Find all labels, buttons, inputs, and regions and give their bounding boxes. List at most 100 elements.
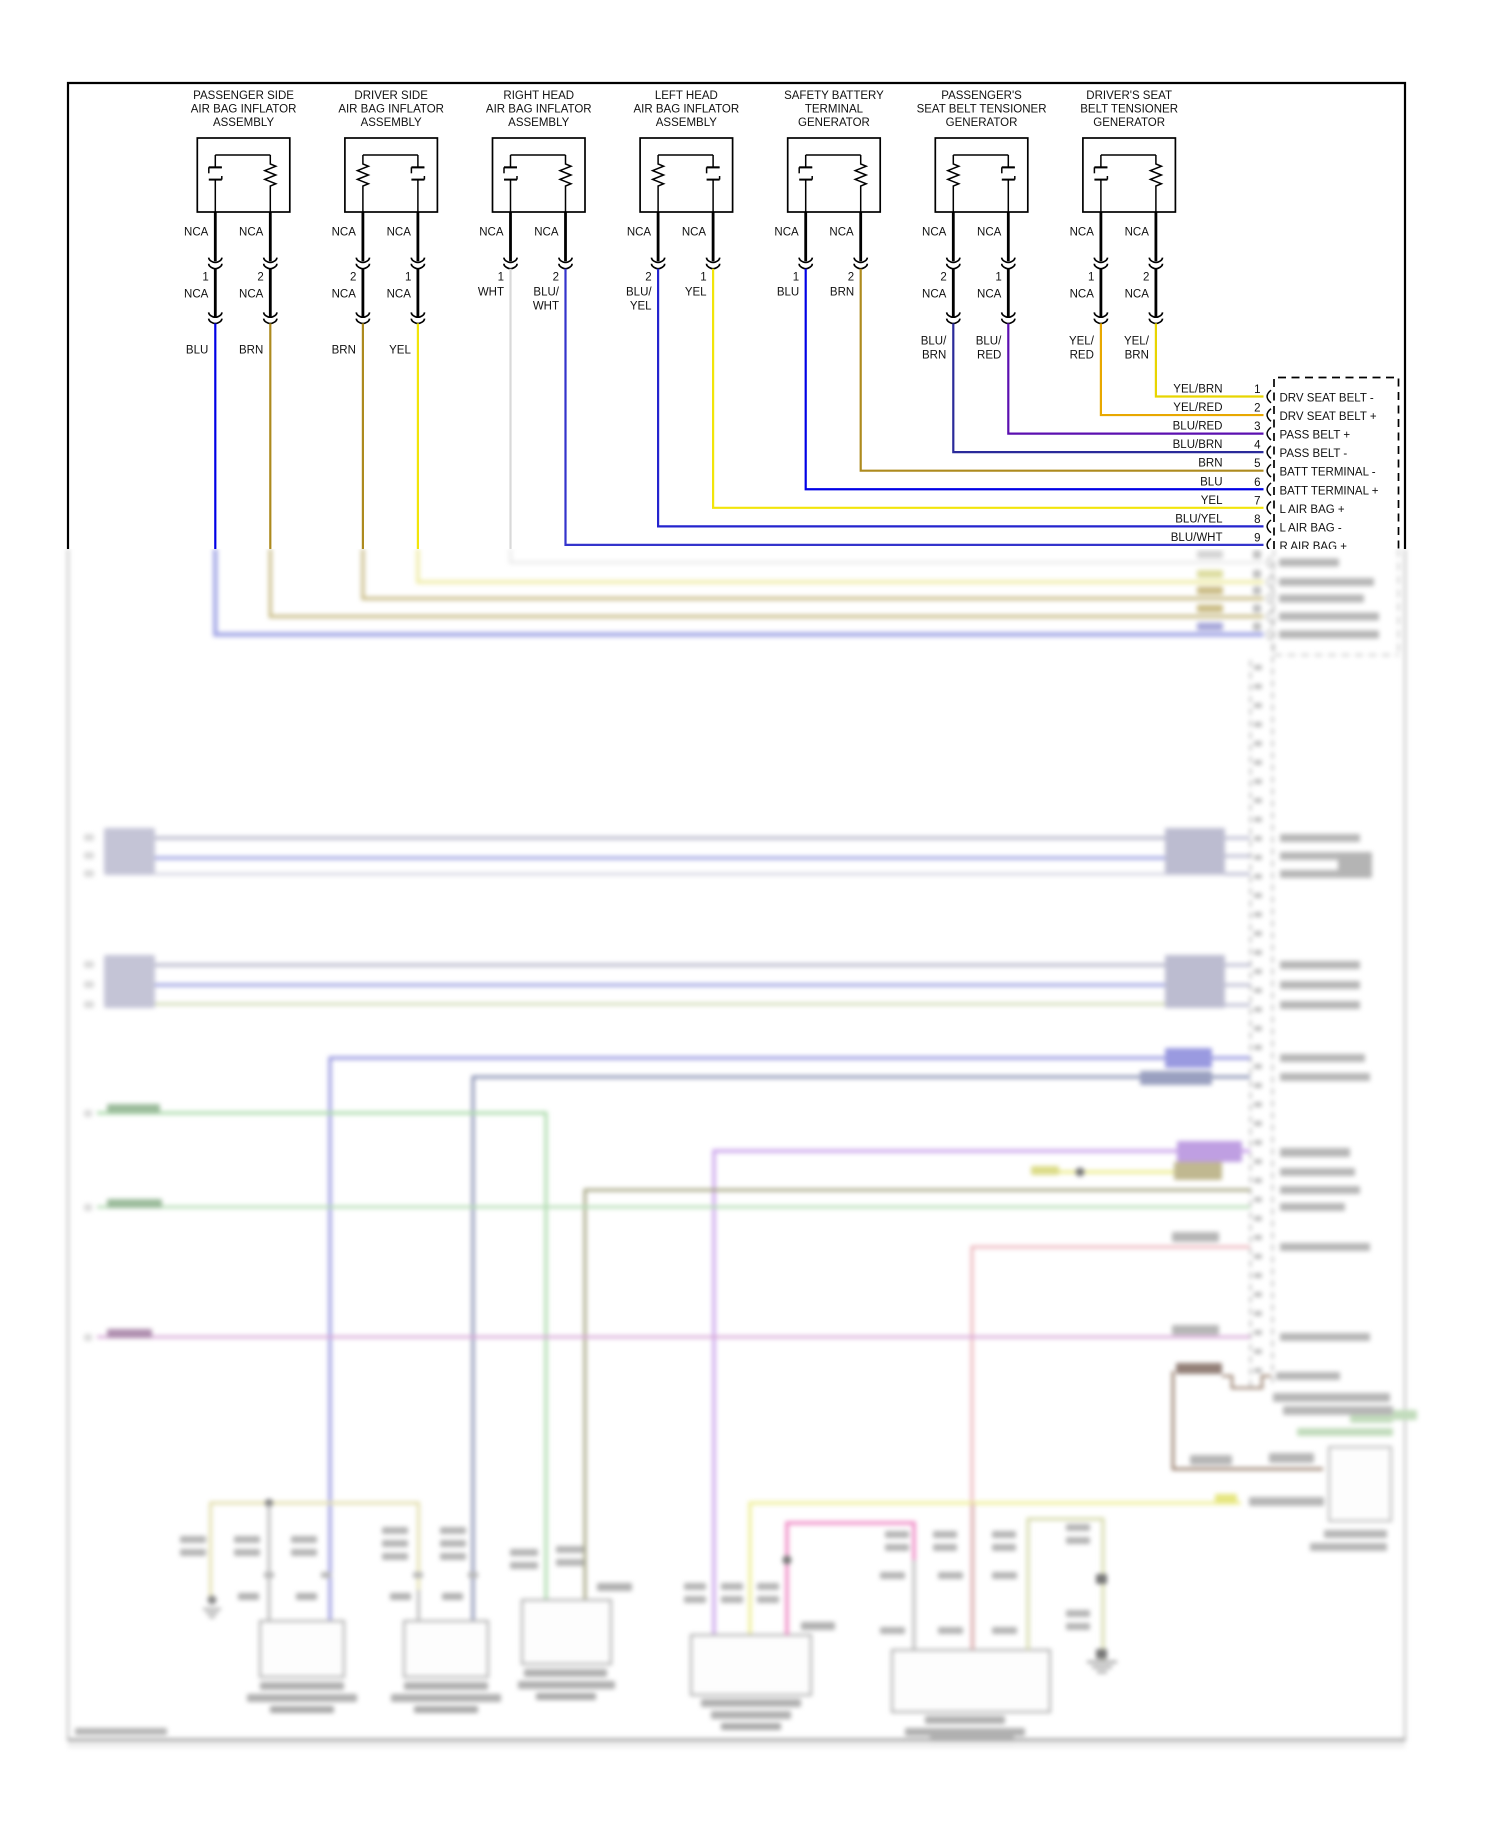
- svg-text:8: 8: [1254, 514, 1260, 526]
- svg-text:NCA: NCA: [977, 227, 1002, 239]
- svg-text:GENERATOR: GENERATOR: [798, 117, 870, 129]
- svg-text:R AIR BAG +: R AIR BAG +: [1280, 541, 1348, 549]
- svg-text:NCA: NCA: [1125, 227, 1150, 239]
- svg-text:2: 2: [257, 272, 263, 284]
- svg-text:2: 2: [1143, 272, 1149, 284]
- svg-text:AIR BAG INFLATOR: AIR BAG INFLATOR: [486, 103, 592, 115]
- svg-text:BLU/YEL: BLU/YEL: [1175, 513, 1223, 525]
- svg-text:AIR BAG INFLATOR: AIR BAG INFLATOR: [338, 103, 444, 115]
- svg-text:BRN: BRN: [1125, 350, 1149, 362]
- svg-text:BATT TERMINAL -: BATT TERMINAL -: [1280, 467, 1376, 479]
- svg-text:2: 2: [1254, 403, 1260, 415]
- svg-text:BRN: BRN: [922, 350, 946, 362]
- svg-text:YEL: YEL: [630, 301, 652, 313]
- svg-text:NCA: NCA: [387, 227, 412, 239]
- svg-text:1: 1: [1254, 384, 1260, 396]
- svg-text:NCA: NCA: [184, 289, 209, 301]
- svg-text:BLU/: BLU/: [533, 287, 559, 299]
- svg-text:AIR BAG INFLATOR: AIR BAG INFLATOR: [191, 103, 297, 115]
- svg-text:2: 2: [645, 272, 651, 284]
- svg-text:BELT TENSIONER: BELT TENSIONER: [1080, 103, 1178, 115]
- svg-text:GENERATOR: GENERATOR: [946, 117, 1018, 129]
- svg-text:AIR BAG INFLATOR: AIR BAG INFLATOR: [634, 103, 740, 115]
- svg-text:NCA: NCA: [774, 227, 799, 239]
- svg-text:7: 7: [1254, 495, 1260, 507]
- svg-text:TERMINAL: TERMINAL: [805, 103, 864, 115]
- svg-text:NCA: NCA: [1070, 289, 1095, 301]
- svg-text:BLU/: BLU/: [921, 336, 947, 348]
- svg-text:YEL/RED: YEL/RED: [1173, 402, 1222, 414]
- svg-text:ASSEMBLY: ASSEMBLY: [361, 117, 422, 129]
- svg-text:NCA: NCA: [332, 289, 357, 301]
- svg-text:BRN: BRN: [830, 287, 854, 299]
- svg-text:DRV SEAT BELT -: DRV SEAT BELT -: [1280, 393, 1374, 405]
- svg-text:BLU/BRN: BLU/BRN: [1173, 439, 1223, 451]
- svg-text:4: 4: [1254, 440, 1261, 452]
- svg-text:BLU: BLU: [777, 287, 799, 299]
- svg-text:1: 1: [995, 272, 1001, 284]
- svg-text:2: 2: [350, 272, 356, 284]
- svg-text:PASS BELT -: PASS BELT -: [1280, 448, 1348, 460]
- svg-text:9: 9: [1254, 532, 1260, 544]
- svg-text:2: 2: [940, 272, 946, 284]
- svg-text:DRIVER SIDE: DRIVER SIDE: [354, 90, 428, 102]
- svg-text:YEL/: YEL/: [1069, 336, 1095, 348]
- svg-text:2: 2: [553, 272, 559, 284]
- svg-text:L AIR BAG -: L AIR BAG -: [1280, 522, 1342, 534]
- svg-text:3: 3: [1254, 421, 1260, 433]
- svg-text:NCA: NCA: [829, 227, 854, 239]
- svg-text:NCA: NCA: [627, 227, 652, 239]
- svg-text:RED: RED: [1070, 350, 1094, 362]
- svg-text:NCA: NCA: [534, 227, 559, 239]
- svg-text:WHT: WHT: [478, 287, 504, 299]
- svg-text:NCA: NCA: [239, 227, 264, 239]
- svg-text:PASS BELT +: PASS BELT +: [1280, 430, 1351, 442]
- svg-text:NCA: NCA: [332, 227, 357, 239]
- svg-text:NCA: NCA: [977, 289, 1002, 301]
- svg-text:YEL: YEL: [389, 345, 411, 357]
- svg-text:BRN: BRN: [332, 345, 356, 357]
- svg-text:RED: RED: [977, 350, 1001, 362]
- svg-text:BRN: BRN: [239, 345, 263, 357]
- svg-text:NCA: NCA: [1125, 289, 1150, 301]
- svg-text:BLU/WHT: BLU/WHT: [1171, 532, 1223, 544]
- svg-text:YEL: YEL: [685, 287, 707, 299]
- svg-text:GENERATOR: GENERATOR: [1093, 117, 1165, 129]
- svg-text:2: 2: [848, 272, 854, 284]
- svg-text:BLU/: BLU/: [976, 336, 1002, 348]
- svg-text:1: 1: [202, 272, 208, 284]
- svg-text:BRN: BRN: [1198, 458, 1222, 470]
- svg-text:NCA: NCA: [1070, 227, 1095, 239]
- svg-text:ASSEMBLY: ASSEMBLY: [508, 117, 569, 129]
- svg-text:1: 1: [793, 272, 799, 284]
- svg-text:LEFT HEAD: LEFT HEAD: [655, 90, 718, 102]
- svg-text:BATT TERMINAL +: BATT TERMINAL +: [1280, 485, 1379, 497]
- svg-text:1: 1: [405, 272, 411, 284]
- svg-text:RIGHT HEAD: RIGHT HEAD: [503, 90, 574, 102]
- svg-text:6: 6: [1254, 477, 1260, 489]
- svg-text:YEL/: YEL/: [1124, 336, 1150, 348]
- svg-text:SEAT BELT TENSIONER: SEAT BELT TENSIONER: [917, 103, 1047, 115]
- svg-text:YEL/BRN: YEL/BRN: [1173, 384, 1222, 396]
- svg-text:BLU/: BLU/: [626, 287, 652, 299]
- svg-text:NCA: NCA: [239, 289, 264, 301]
- svg-text:PASSENGER SIDE: PASSENGER SIDE: [193, 90, 294, 102]
- svg-text:1: 1: [700, 272, 706, 284]
- svg-text:DRV SEAT BELT +: DRV SEAT BELT +: [1280, 411, 1377, 423]
- svg-text:BLU: BLU: [1200, 476, 1222, 488]
- svg-text:ASSEMBLY: ASSEMBLY: [656, 117, 717, 129]
- svg-text:DRIVER'S SEAT: DRIVER'S SEAT: [1086, 90, 1172, 102]
- svg-text:WHT: WHT: [533, 301, 559, 313]
- svg-text:YEL: YEL: [1201, 495, 1223, 507]
- svg-text:1: 1: [498, 272, 504, 284]
- svg-text:L AIR BAG +: L AIR BAG +: [1280, 504, 1345, 516]
- svg-text:NCA: NCA: [682, 227, 707, 239]
- svg-text:BLU/RED: BLU/RED: [1173, 421, 1223, 433]
- svg-text:NCA: NCA: [387, 289, 412, 301]
- svg-text:NCA: NCA: [922, 227, 947, 239]
- svg-text:NCA: NCA: [184, 227, 209, 239]
- svg-text:NCA: NCA: [922, 289, 947, 301]
- svg-text:1: 1: [1088, 272, 1094, 284]
- svg-text:SAFETY BATTERY: SAFETY BATTERY: [784, 90, 884, 102]
- svg-text:ASSEMBLY: ASSEMBLY: [213, 117, 274, 129]
